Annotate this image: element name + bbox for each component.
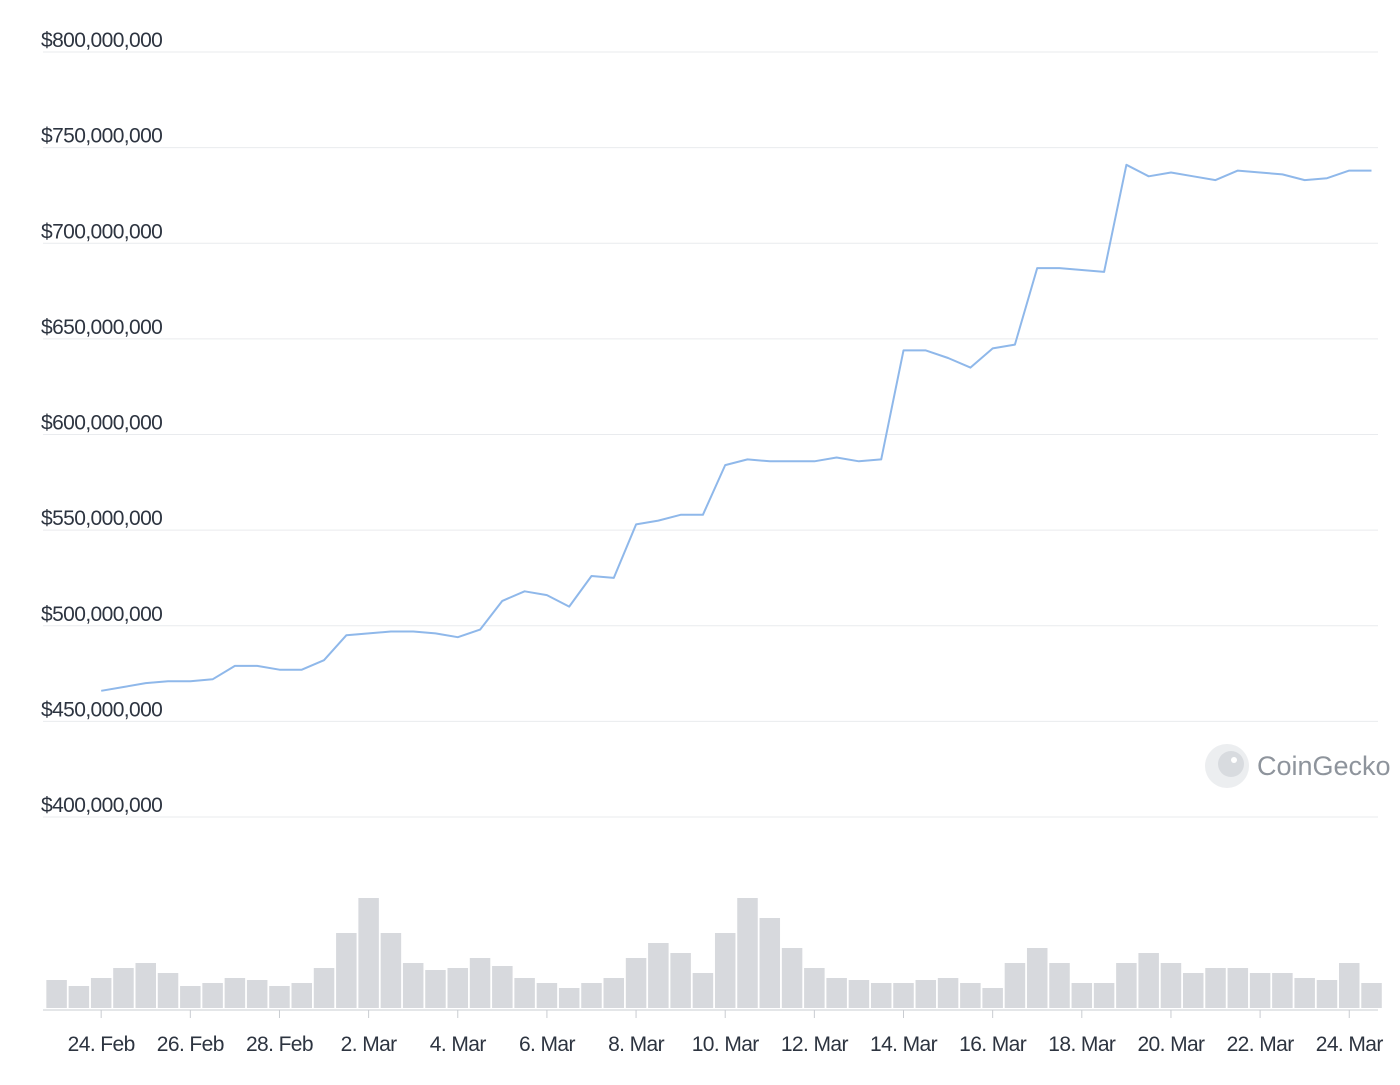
volume-bar (893, 983, 914, 1008)
x-tick-label: 16. Mar (959, 1033, 1027, 1056)
volume-bar (781, 948, 803, 1008)
x-tick-label: 28. Feb (246, 1033, 313, 1056)
volume-bar (90, 978, 112, 1008)
x-tick-label: 24. Feb (68, 1033, 135, 1056)
volume-bar (313, 968, 335, 1008)
x-tick-label: 12. Mar (781, 1033, 849, 1056)
y-tick-label: $500,000,000 (41, 603, 162, 626)
x-tick-label: 6. Mar (519, 1033, 576, 1056)
market-cap-line (101, 163, 1372, 692)
volume-bar (1049, 963, 1070, 1008)
volume-bar (113, 968, 134, 1008)
x-tick-label: 10. Mar (692, 1033, 760, 1056)
volume-bar (581, 983, 602, 1008)
volume-bar (848, 980, 870, 1008)
volume-bar (536, 983, 558, 1008)
y-tick-label: $750,000,000 (41, 125, 162, 148)
volume-bar (469, 958, 491, 1008)
volume-bar (692, 973, 714, 1008)
y-tick-label: $800,000,000 (41, 29, 162, 52)
volume-bar (1361, 983, 1382, 1008)
volume-bar (1294, 978, 1315, 1008)
y-tick-label: $550,000,000 (41, 507, 162, 530)
x-tick-label: 20. Mar (1137, 1033, 1205, 1056)
volume-bar (68, 986, 90, 1008)
volume-bar (224, 978, 246, 1008)
x-tick-label: 8. Mar (608, 1033, 665, 1056)
volume-bar (336, 933, 357, 1008)
watermark-logo-eye (1231, 757, 1237, 763)
volume-bar (358, 898, 379, 1008)
grid (43, 51, 1378, 1018)
x-tick-label: 4. Mar (430, 1033, 487, 1056)
volume-bar (737, 898, 758, 1008)
volume-bar (870, 983, 892, 1008)
volume-bar (157, 973, 179, 1008)
volume-bar (1138, 953, 1159, 1008)
watermark-logo-face (1218, 751, 1244, 777)
volume-bar (1004, 963, 1026, 1008)
x-tick-label: 2. Mar (341, 1033, 398, 1056)
watermark: CoinGecko (1205, 744, 1391, 788)
labels: $400,000,000 $450,000,000 $500,000,000 $550… (41, 29, 1384, 1056)
y-tick-label: $650,000,000 (41, 316, 162, 339)
volume-bar (759, 918, 781, 1008)
volume-bar (1227, 968, 1249, 1008)
volume-bar (202, 983, 223, 1008)
x-tick-label: 24. Mar (1316, 1033, 1384, 1056)
volume-bar (402, 963, 424, 1008)
volume-bar (1160, 963, 1182, 1008)
volume-bar (269, 986, 290, 1008)
volume-bar (1272, 973, 1293, 1008)
volume-bar (670, 953, 691, 1008)
volume-bar (982, 988, 1003, 1008)
volume-bar (1205, 968, 1226, 1008)
volume-bar (1316, 980, 1338, 1008)
volume-bar (714, 933, 736, 1008)
volume-bar (291, 983, 313, 1008)
volume-bar (514, 978, 535, 1008)
volume-bar (804, 968, 825, 1008)
volume-bar (960, 983, 981, 1008)
y-tick-label: $700,000,000 (41, 220, 162, 243)
volume-bar (425, 970, 446, 1008)
volume-bar (1338, 963, 1360, 1008)
y-tick-label: $400,000,000 (41, 794, 162, 817)
volume-bar (1071, 983, 1093, 1008)
volume-bar (625, 958, 647, 1008)
volume-bar (1182, 973, 1204, 1008)
y-tick-label: $450,000,000 (41, 698, 162, 721)
volume-bar (558, 988, 580, 1008)
volume-bar (492, 966, 513, 1008)
x-tick-label: 22. Mar (1227, 1033, 1295, 1056)
x-tick-label: 14. Mar (870, 1033, 938, 1056)
volume-bar (46, 980, 67, 1008)
x-tick-label: 18. Mar (1048, 1033, 1116, 1056)
volume-bar (447, 968, 469, 1008)
x-tick-label: 26. Feb (157, 1033, 224, 1056)
y-tick-label: $600,000,000 (41, 412, 162, 435)
volume-bar (1116, 963, 1137, 1008)
volume-bar (937, 978, 959, 1008)
volume-bar (915, 980, 937, 1008)
volume-bar (380, 933, 402, 1008)
volume-bar (1093, 983, 1115, 1008)
lines (101, 163, 1372, 692)
volume-bar (180, 986, 201, 1008)
volume-bar (246, 980, 268, 1008)
volume-bar (1026, 948, 1048, 1008)
volume-bar (135, 963, 156, 1008)
volume-bar (826, 978, 847, 1008)
volume-bar (648, 943, 669, 1008)
volume-bar (603, 978, 625, 1008)
volume-bar (1249, 973, 1271, 1008)
volume-bars (46, 898, 1382, 1008)
watermark-text: CoinGecko (1257, 751, 1391, 781)
